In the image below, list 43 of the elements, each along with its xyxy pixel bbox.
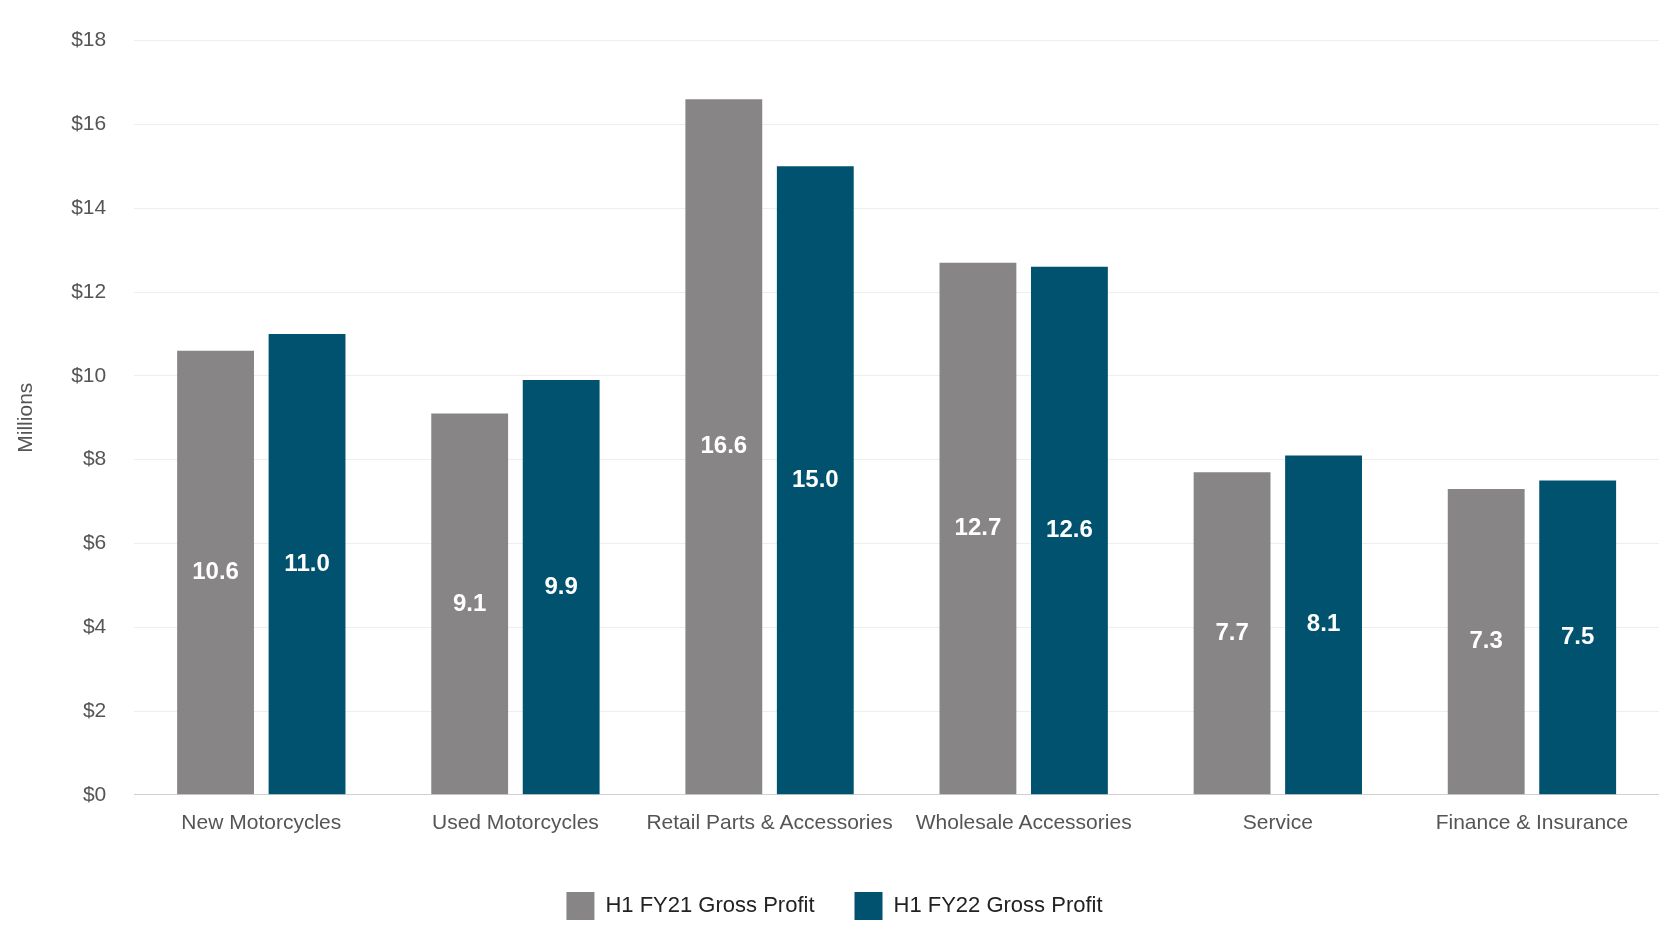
y-tick-label: $6 (82, 530, 107, 554)
y-tick-label: $18 (71, 27, 107, 51)
bar (939, 262, 1017, 795)
data-label: 12.6 (1046, 515, 1093, 543)
legend-label: H1 FY21 Gross Profit (605, 892, 815, 918)
data-label: 9.9 (544, 571, 578, 599)
bar (268, 333, 346, 795)
bar (685, 99, 763, 795)
y-tick-label: $4 (82, 614, 107, 637)
data-label: 15.0 (791, 464, 839, 492)
x-tick-label: Retail Parts & Accessories (646, 810, 893, 834)
data-label: 9.1 (453, 588, 487, 616)
bar (1193, 472, 1271, 795)
data-label: 7.5 (1560, 622, 1595, 650)
data-label: 8.1 (1306, 609, 1341, 637)
bar (1447, 488, 1525, 795)
x-tick-label: New Motorcycles (181, 810, 342, 834)
bar (1539, 480, 1617, 795)
y-tick-label: $16 (71, 111, 107, 135)
bar (431, 413, 509, 795)
data-label: 16.6 (700, 431, 748, 459)
legend-label: H1 FY22 Gross Profit (893, 892, 1103, 918)
x-tick-label: Used Motorcycles (431, 810, 599, 834)
x-tick-label: Service (1242, 810, 1313, 834)
x-tick-label: Wholesale Accessories (915, 810, 1132, 834)
bar (776, 166, 854, 795)
x-tick-label: Finance & Insurance (1435, 810, 1629, 834)
y-tick-label: $0 (82, 781, 107, 805)
data-label: 12.7 (954, 513, 1002, 541)
bar (522, 379, 600, 795)
bar (1285, 455, 1362, 795)
y-tick-label: $12 (71, 278, 107, 302)
data-label: 7.7 (1215, 617, 1249, 645)
data-label: 7.3 (1469, 626, 1503, 654)
y-tick-label: $2 (82, 697, 107, 721)
data-label: 11.0 (284, 548, 330, 576)
bar (177, 350, 254, 795)
y-tick-label: $14 (71, 195, 107, 218)
data-label: 10.6 (192, 557, 239, 585)
y-tick-label: $10 (71, 362, 107, 386)
y-tick-label: $8 (82, 446, 107, 470)
y-axis-title: Millions (13, 382, 37, 453)
bar (1031, 266, 1108, 795)
